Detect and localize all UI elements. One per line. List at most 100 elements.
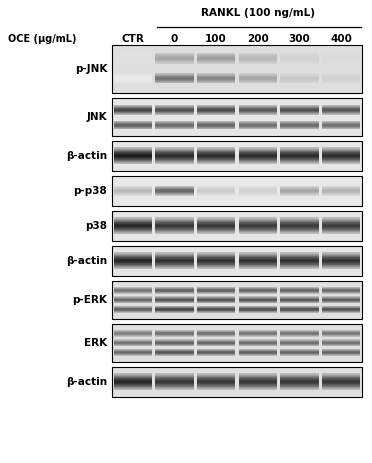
Bar <box>114 76 152 77</box>
Bar <box>239 311 277 312</box>
Bar <box>322 227 360 228</box>
Bar <box>280 194 319 195</box>
Bar <box>197 187 235 188</box>
Bar <box>322 162 360 163</box>
Bar <box>280 309 319 310</box>
Bar <box>155 155 194 156</box>
Bar <box>114 147 152 148</box>
Bar <box>114 220 152 221</box>
Bar <box>280 127 319 128</box>
Bar <box>239 59 277 60</box>
Bar <box>322 306 360 307</box>
Bar <box>239 121 277 122</box>
Bar <box>155 193 194 194</box>
Bar <box>155 127 194 128</box>
Bar <box>155 253 194 254</box>
Bar <box>114 225 152 226</box>
Bar <box>197 292 235 293</box>
Bar <box>239 297 277 298</box>
Bar <box>322 76 360 77</box>
Bar <box>155 265 194 266</box>
Bar <box>155 296 194 297</box>
Bar <box>114 148 152 149</box>
Bar <box>322 74 360 75</box>
Bar <box>155 191 194 192</box>
Bar <box>155 253 194 254</box>
Bar <box>197 224 235 225</box>
Bar <box>155 340 194 341</box>
Bar <box>197 389 235 390</box>
Bar <box>197 343 235 344</box>
Bar <box>280 77 319 78</box>
Bar <box>197 113 235 114</box>
Bar <box>280 107 319 108</box>
Bar <box>155 259 194 260</box>
Bar <box>322 109 360 110</box>
Bar <box>239 381 277 382</box>
Bar <box>197 341 235 342</box>
Bar <box>114 81 152 82</box>
Bar <box>197 354 235 355</box>
Bar <box>280 301 319 302</box>
Bar <box>197 344 235 345</box>
Bar <box>322 353 360 354</box>
Bar <box>322 297 360 298</box>
Bar <box>197 380 235 381</box>
Bar <box>197 311 235 312</box>
Bar <box>322 57 360 58</box>
Bar <box>155 105 194 106</box>
Bar <box>280 336 319 337</box>
Bar <box>197 374 235 375</box>
Bar <box>239 123 277 124</box>
Bar <box>280 220 319 221</box>
Bar <box>322 58 360 59</box>
Bar <box>114 258 152 259</box>
Bar <box>239 379 277 380</box>
Bar <box>155 334 194 335</box>
Bar <box>322 383 360 384</box>
Bar <box>197 375 235 376</box>
Bar <box>114 265 152 266</box>
Bar <box>239 296 277 297</box>
Bar <box>280 380 319 381</box>
Bar <box>114 122 152 123</box>
Bar <box>155 193 194 194</box>
Bar <box>280 122 319 123</box>
Bar <box>197 297 235 298</box>
Bar <box>155 123 194 124</box>
Bar <box>239 288 277 289</box>
Bar <box>322 388 360 389</box>
Bar <box>239 148 277 149</box>
Bar <box>280 260 319 261</box>
Bar <box>197 148 235 149</box>
Bar <box>280 312 319 313</box>
Bar <box>197 260 235 261</box>
Bar <box>280 374 319 375</box>
Bar <box>280 74 319 75</box>
Bar <box>197 78 235 79</box>
Bar <box>197 113 235 114</box>
Bar <box>155 252 194 253</box>
Bar <box>155 380 194 381</box>
Bar <box>197 186 235 187</box>
Bar <box>114 334 152 335</box>
Bar <box>155 300 194 301</box>
Bar <box>322 222 360 223</box>
Bar <box>114 229 152 230</box>
Bar <box>114 312 152 313</box>
Bar <box>239 382 277 383</box>
Bar <box>155 377 194 378</box>
Bar <box>239 75 277 76</box>
Bar <box>197 300 235 301</box>
Bar <box>322 301 360 302</box>
Bar <box>197 333 235 334</box>
Bar <box>322 298 360 299</box>
Bar <box>114 354 152 355</box>
Bar <box>322 354 360 355</box>
Bar <box>322 268 360 269</box>
Bar <box>239 254 277 255</box>
Bar <box>280 352 319 353</box>
Bar <box>280 343 319 344</box>
Bar <box>322 110 360 111</box>
Bar <box>280 300 319 301</box>
